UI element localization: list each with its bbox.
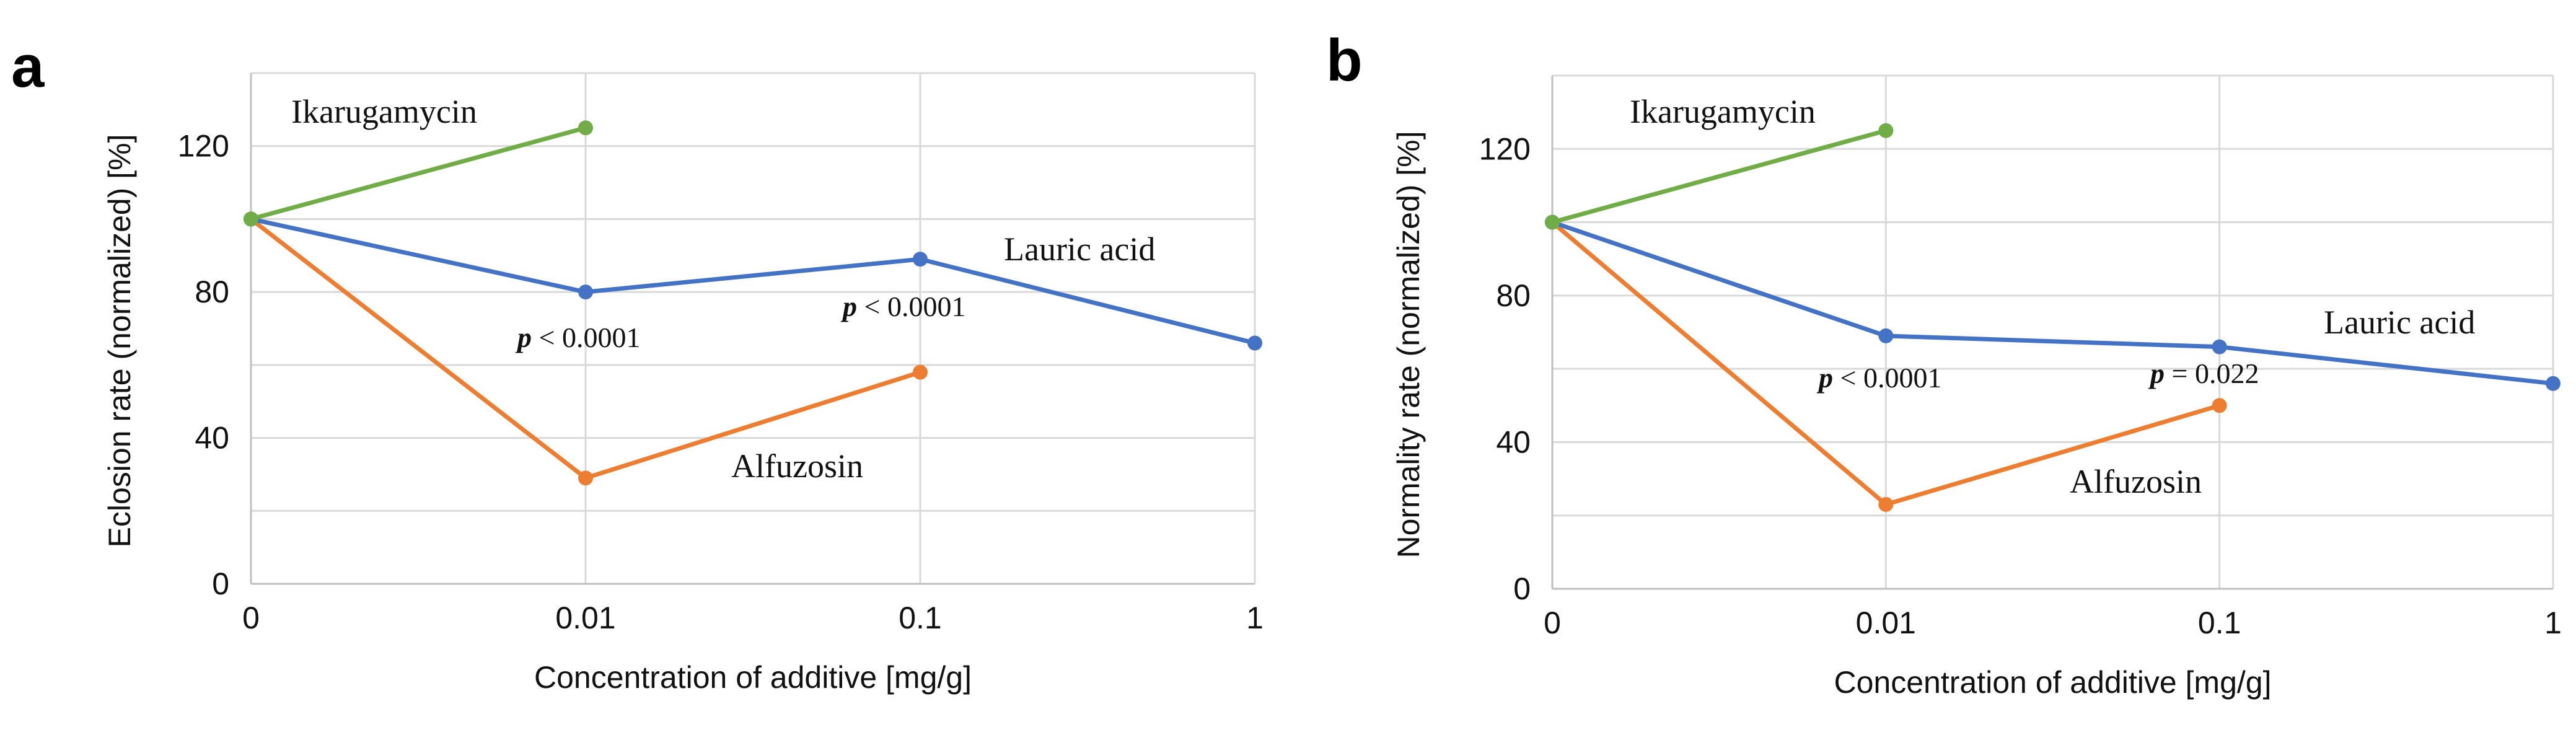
p-symbol: p [515, 322, 532, 353]
p-value-annotation: p < 0.0001 [515, 322, 640, 353]
x-tick-label: 1 [2544, 606, 2562, 640]
data-point [1247, 335, 1262, 351]
data-point [578, 120, 593, 136]
p-value-text: < 0.0001 [1833, 362, 1941, 394]
series-label: Ikarugamycin [1630, 93, 1816, 130]
series-line [1550, 128, 1888, 225]
x-tick-label: 1 [1246, 601, 1264, 635]
series-label: Lauric acid [1004, 231, 1155, 268]
series-ikarugamycin [1545, 123, 1894, 230]
x-tick-label: 0.1 [2198, 606, 2241, 640]
x-tick-label: 0.1 [899, 601, 942, 635]
y-tick-label: 0 [212, 566, 229, 601]
data-point [578, 470, 593, 486]
panel-a: a 0 40 80 120 0 0.01 0.1 1 Eclosion rate (normali… [11, 33, 1264, 695]
panel-letter: b [1326, 27, 1363, 94]
p-value-annotation: p < 0.0001 [840, 291, 965, 322]
data-point [913, 364, 928, 380]
y-tick-label: 120 [178, 129, 229, 164]
p-value-text: < 0.0001 [532, 322, 640, 353]
y-tick-label: 120 [1479, 131, 1531, 166]
data-point [2212, 398, 2227, 413]
series-line [1550, 220, 2556, 386]
series-label: Ikarugamycin [291, 93, 477, 130]
series-line [248, 216, 1257, 346]
p-value-annotation: p < 0.0001 [1816, 362, 1941, 394]
y-tick-label: 40 [195, 421, 229, 456]
series-line [248, 125, 588, 221]
p-value-text: = 0.022 [2165, 358, 2259, 389]
p-symbol: p [2148, 358, 2165, 389]
data-point [1545, 214, 1560, 230]
data-point [2546, 376, 2561, 391]
data-point [1878, 123, 1894, 138]
y-axis-title: Normality rate (normalized) [%] [1391, 131, 1426, 558]
y-tick-label: 40 [1496, 425, 1531, 459]
data-point [1878, 496, 1894, 512]
series-ikarugamycin [244, 120, 593, 227]
series-label: Alfuzosin [2070, 463, 2202, 500]
series-lauric-acid [1545, 214, 2561, 391]
panel-letter: a [11, 33, 45, 100]
data-point [1878, 328, 1894, 343]
data-point [244, 211, 258, 227]
y-tick-label: 0 [1513, 571, 1531, 606]
y-axis-title: Eclosion rate (normalized) [%] [102, 134, 137, 548]
data-point [578, 284, 593, 300]
data-point [913, 252, 928, 267]
data-point [2212, 339, 2227, 355]
series-label: Alfuzosin [731, 447, 863, 485]
panel-b: b 0 40 80 120 0 0.01 0.1 1 Normality rate (normal… [1326, 27, 2562, 700]
p-value-annotation: p = 0.022 [2148, 358, 2259, 389]
x-tick-label: 0.01 [555, 601, 615, 635]
x-tick-label: 0 [242, 601, 260, 635]
p-symbol: p [840, 291, 857, 322]
x-axis-title: Concentration of additive [mg/g] [1834, 665, 2272, 700]
p-value-text: < 0.0001 [857, 291, 965, 322]
x-axis-title: Concentration of additive [mg/g] [534, 660, 972, 695]
y-tick-label: 80 [195, 275, 229, 309]
p-symbol: p [1816, 362, 1833, 394]
x-tick-label: 0 [1544, 606, 1561, 640]
series-label: Lauric acid [2324, 304, 2475, 341]
y-tick-label: 80 [1496, 278, 1531, 313]
x-tick-label: 0.01 [1856, 606, 1916, 640]
